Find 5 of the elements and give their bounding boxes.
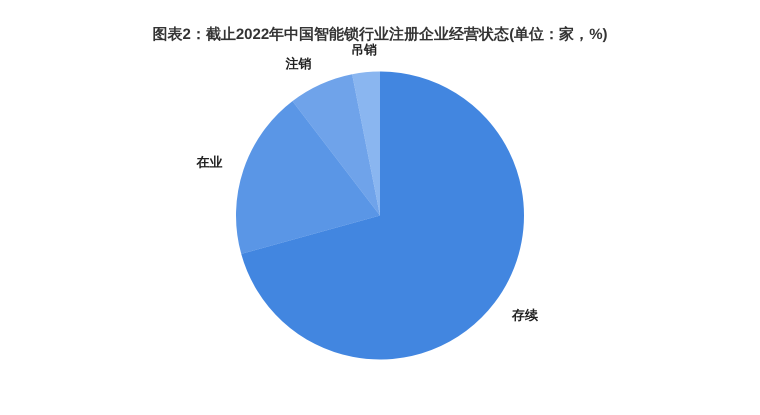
slice-label: 注销 [284,56,312,71]
slice-label: 吊销 [350,42,377,57]
chart-title: 图表2：截止2022年中国智能锁行业注册企业经营状态(单位：家，%) [152,25,608,44]
slice-label: 在业 [196,154,223,170]
slice-label: 存续 [511,308,540,323]
